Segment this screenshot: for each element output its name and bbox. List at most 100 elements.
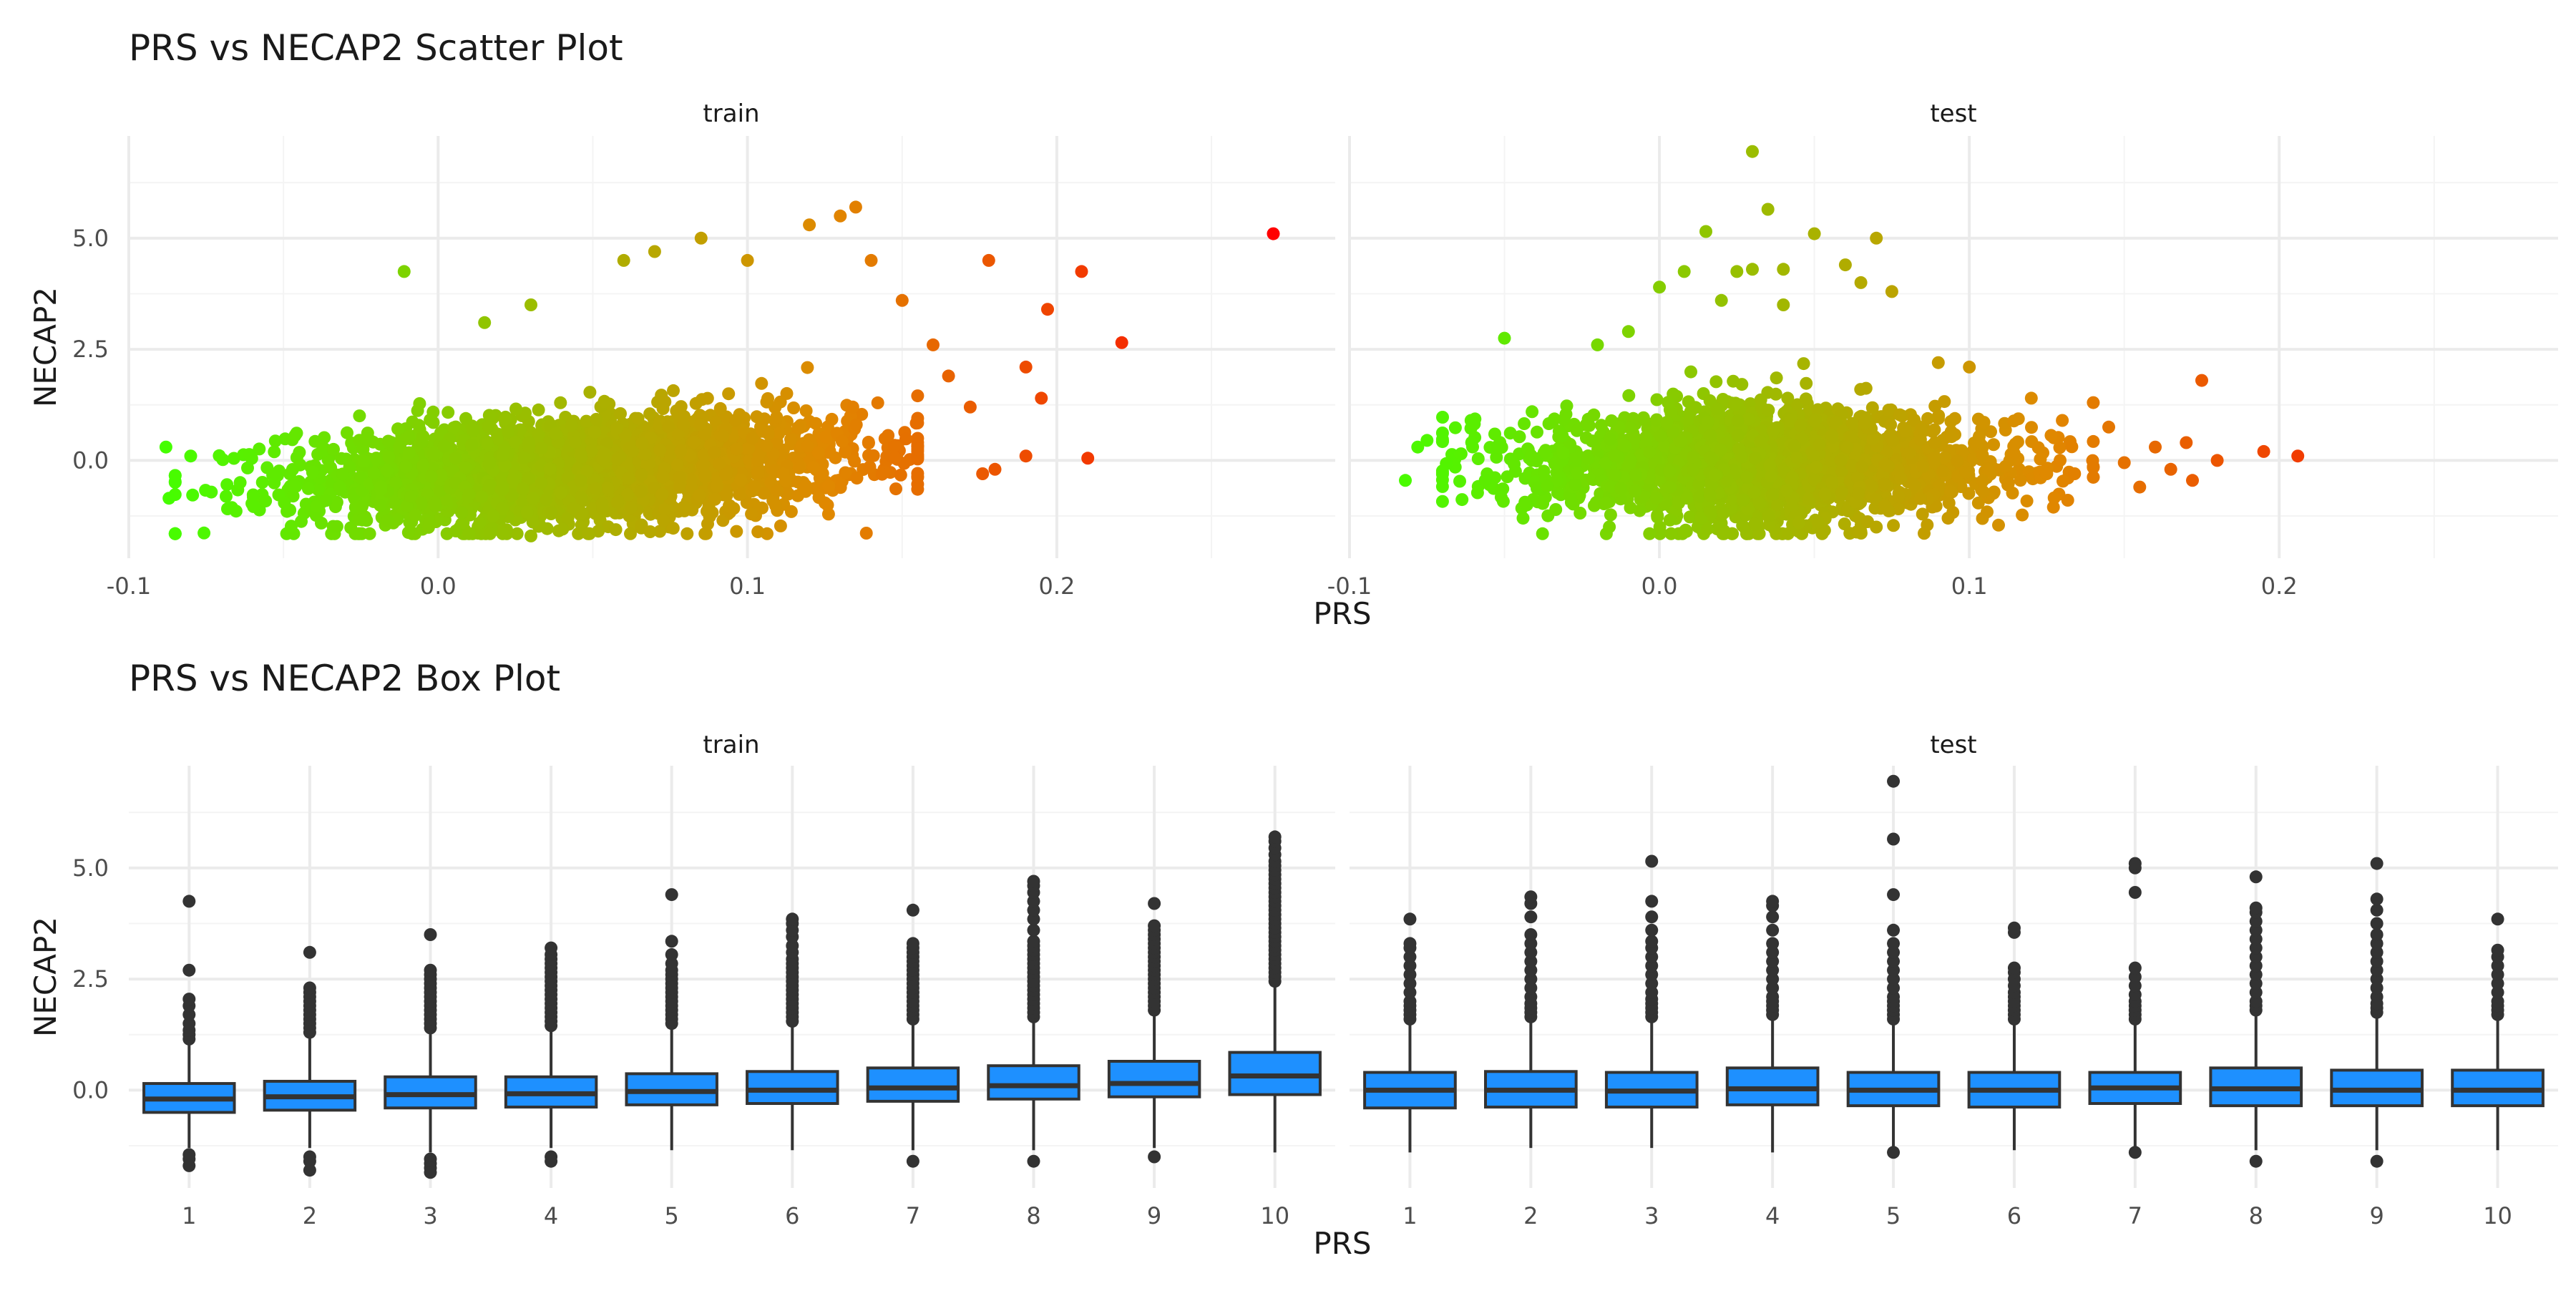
- scatter-point: [657, 471, 670, 484]
- scatter-point: [839, 467, 852, 479]
- scatter-point: [1517, 512, 1530, 525]
- scatter-point: [864, 461, 877, 474]
- scatter-point: [400, 460, 413, 473]
- scatter-point: [745, 507, 758, 520]
- scatter-point: [662, 420, 675, 433]
- scatter-point: [544, 462, 557, 475]
- scatter-title: PRS vs NECAP2 Scatter Plot: [129, 27, 623, 69]
- scatter-point: [285, 520, 298, 532]
- scatter-point: [522, 436, 535, 449]
- scatter-point: [889, 452, 902, 464]
- scatter-point: [1651, 394, 1664, 406]
- scatter-point: [851, 472, 864, 484]
- scatter-point: [2165, 463, 2177, 476]
- scatter-point: [1609, 469, 1621, 482]
- scatter-point: [667, 384, 680, 397]
- scatter-point: [730, 525, 743, 538]
- scatter-point: [976, 467, 989, 480]
- scatter-point: [602, 482, 615, 495]
- scatter-point: [532, 404, 545, 416]
- scatter-point: [1777, 263, 1790, 276]
- scatter-point: [1887, 519, 1900, 532]
- scatter-point: [2133, 481, 2146, 494]
- scatter-point: [357, 455, 370, 468]
- scatter-point: [678, 500, 691, 513]
- scatter-point: [2025, 421, 2038, 434]
- scatter-point: [2087, 435, 2099, 448]
- scatter-point: [590, 482, 602, 495]
- scatter-point: [787, 401, 800, 414]
- scatter-point: [708, 493, 721, 506]
- scatter-point: [481, 438, 494, 451]
- scatter-point: [793, 462, 806, 474]
- scatter-point: [2056, 414, 2069, 427]
- scatter-point: [1767, 424, 1780, 437]
- scatter-point: [302, 482, 315, 495]
- scatter-point: [409, 509, 421, 522]
- scatter-point: [555, 487, 567, 500]
- scatter-point: [1662, 396, 1674, 409]
- scatter-point: [416, 430, 429, 443]
- scatter-point: [1678, 525, 1691, 537]
- scatter-point: [911, 389, 924, 402]
- scatter-point: [2258, 445, 2270, 458]
- scatter-point: [1678, 265, 1691, 278]
- scatter-point: [364, 527, 376, 540]
- scatter-point: [475, 490, 488, 503]
- scatter-point: [1916, 507, 1929, 520]
- scatter-point: [162, 492, 175, 505]
- scatter-point: [1800, 392, 1813, 405]
- y-tick-label: 5.0: [72, 225, 109, 252]
- scatter-point: [708, 446, 721, 459]
- y-tick-label: 5.0: [72, 854, 109, 882]
- scatter-point: [674, 444, 687, 457]
- scatter-point: [2180, 437, 2192, 449]
- scatter-point: [1622, 389, 1635, 402]
- scatter-point: [899, 432, 912, 445]
- scatter-point: [1717, 527, 1730, 540]
- x-tick-label: 5: [665, 1202, 679, 1229]
- scatter-point: [598, 395, 611, 408]
- scatter-point: [911, 483, 924, 496]
- scatter-point: [2186, 474, 2199, 487]
- x-tick-label: 0.1: [729, 573, 766, 600]
- scatter-point: [751, 525, 764, 538]
- x-tick-label: -0.1: [107, 573, 151, 600]
- scatter-point: [1471, 487, 1484, 500]
- scatter-point: [610, 523, 623, 536]
- scatter-point: [447, 422, 460, 434]
- scatter-point: [635, 437, 648, 450]
- scatter-point: [1959, 466, 1972, 479]
- scatter-point: [658, 503, 671, 516]
- scatter-point: [1704, 505, 1717, 517]
- x-tick-label: 0.1: [1951, 573, 1988, 600]
- scatter-point: [2007, 414, 2020, 427]
- scatter-point: [1859, 411, 1872, 424]
- scatter-point: [1865, 479, 1878, 492]
- scatter-point: [2291, 449, 2304, 462]
- scatter-point: [803, 218, 816, 231]
- box-3: [385, 928, 475, 1179]
- scatter-point: [1882, 460, 1895, 473]
- scatter-point: [1041, 303, 1054, 316]
- scatter-point: [356, 514, 369, 527]
- scatter-point: [1604, 433, 1616, 446]
- scatter-point: [382, 435, 395, 448]
- scatter-point: [1976, 474, 1989, 487]
- scatter-point: [1491, 440, 1504, 453]
- scatter-point: [1835, 454, 1848, 467]
- scatter-point: [1653, 281, 1666, 293]
- scatter-point: [1498, 332, 1511, 345]
- scatter-point: [834, 481, 847, 494]
- scatter-point: [826, 413, 839, 426]
- scatter-point: [639, 448, 652, 461]
- scatter-point: [1893, 409, 1906, 422]
- scatter-point: [247, 489, 260, 502]
- scatter-point: [2034, 453, 2046, 466]
- scatter-point: [1526, 405, 1538, 418]
- scatter-point: [1479, 474, 1492, 487]
- scatter-point: [1903, 447, 1916, 459]
- scatter-point: [554, 396, 567, 409]
- scatter-point: [722, 387, 735, 400]
